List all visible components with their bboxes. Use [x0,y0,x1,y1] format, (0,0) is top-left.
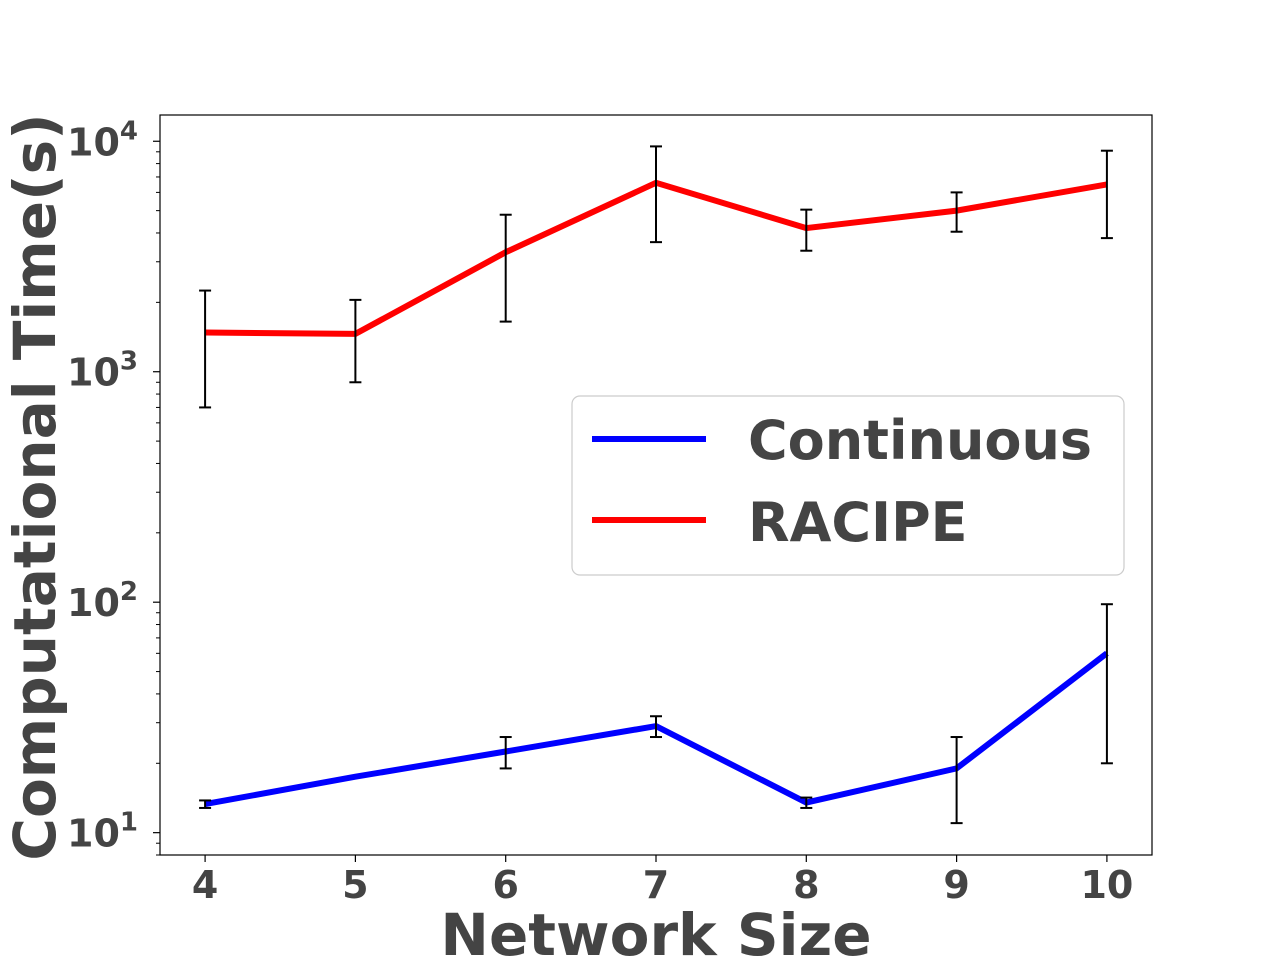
error-bar-racipe [950,191,963,233]
x-tick-label: 4 [192,863,218,907]
error-bar-racipe [1100,149,1113,240]
legend-box [571,395,1125,576]
legend: Continuous RACIPE [571,395,1125,576]
series-layer [199,145,1113,825]
x-tick-label: 6 [492,863,518,907]
y-tick-label: 103 [67,347,138,395]
y-tick-label: 101 [67,808,138,856]
x-tick-label: 10 [1080,863,1133,907]
x-tick-label: 9 [943,863,969,907]
x-tick-label: 7 [643,863,669,907]
x-axis: 4 5 6 7 8 9 10 [192,855,1133,907]
error-bar-continuous [650,715,662,739]
y-tick-label: 102 [67,577,138,625]
error-bar-continuous [499,736,512,770]
error-bar-racipe [650,145,662,244]
legend-label-continuous: Continuous [748,409,1092,472]
error-bar-continuous [950,736,963,825]
error-bar-continuous [800,796,813,809]
x-tick-label: 8 [793,863,819,907]
error-bar-continuous [1100,603,1113,765]
y-tick-label: 104 [67,116,138,164]
x-tick-label: 5 [342,863,368,907]
error-bar-racipe [199,289,212,409]
error-bar-racipe [800,208,813,252]
error-bar-continuous [199,799,212,809]
legend-label-racipe: RACIPE [748,491,968,554]
x-axis-label: Network Size [440,901,871,960]
error-bar-racipe [499,213,512,323]
y-axis: 101 102 103 104 [67,116,160,856]
error-bar-racipe [349,298,362,384]
y-axis-label: Computational Time(s) [1,113,69,860]
